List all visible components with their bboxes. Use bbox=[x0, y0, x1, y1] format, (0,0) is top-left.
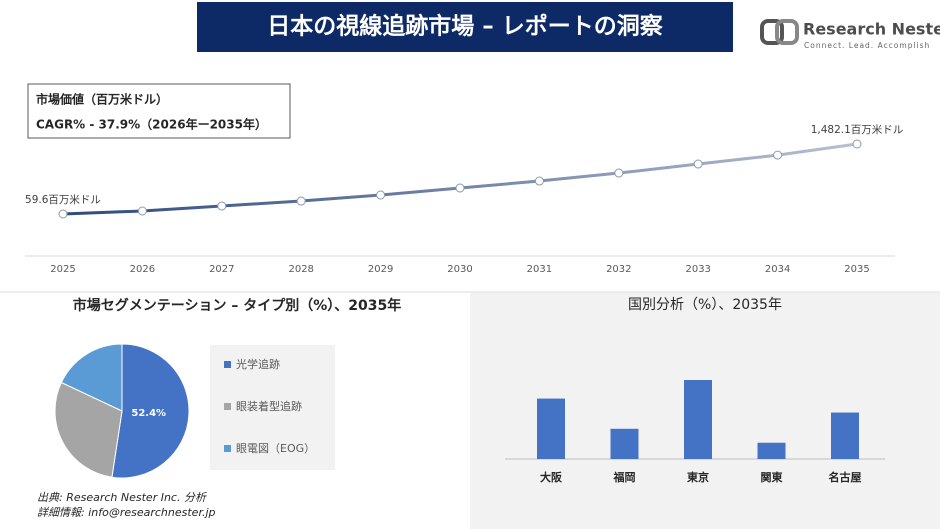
info-box bbox=[27, 83, 291, 139]
data-point bbox=[296, 196, 306, 206]
bar bbox=[684, 380, 712, 459]
x-tick-label: 2033 bbox=[685, 264, 710, 275]
data-label: 52.4% bbox=[131, 408, 166, 419]
x-tick-label: 2028 bbox=[288, 264, 313, 275]
title-banner bbox=[197, 2, 733, 52]
x-tick-label: 2029 bbox=[368, 264, 393, 275]
info-text: 市場価値（百万米ドル） bbox=[36, 92, 168, 107]
logo-icon bbox=[760, 19, 784, 45]
data-point bbox=[376, 190, 386, 200]
data-point bbox=[217, 201, 227, 211]
legend-label: 眼電図（EOG） bbox=[236, 442, 315, 455]
x-tick-label: 東京 bbox=[687, 470, 709, 484]
x-tick-label: 2025 bbox=[50, 264, 75, 275]
legend-swatch bbox=[224, 445, 231, 452]
data-point bbox=[137, 206, 147, 216]
x-tick-label: 2034 bbox=[765, 264, 790, 275]
data-point bbox=[773, 150, 783, 160]
logo-icon bbox=[775, 19, 799, 45]
chart-title: 市場セグメンテーション – タイプ別（%）、2035年 bbox=[73, 297, 401, 314]
data-point bbox=[58, 209, 68, 219]
x-tick-label: 2026 bbox=[130, 264, 155, 275]
bar bbox=[537, 398, 565, 459]
x-tick-label: 関東 bbox=[761, 470, 784, 484]
logo-name: Research Nester bbox=[803, 20, 940, 39]
info-text: CAGR% - 37.9%（2026年ー2035年） bbox=[36, 117, 267, 132]
data-point bbox=[455, 183, 465, 193]
page-title: 日本の視線追跡市場 – レポートの洞察 bbox=[267, 13, 664, 40]
pie-slice bbox=[111, 343, 190, 479]
bar bbox=[831, 412, 859, 459]
x-tick-label: 2030 bbox=[447, 264, 472, 275]
x-tick-label: 福岡 bbox=[613, 470, 636, 484]
source: 出典: Research Nester Inc. 分析 bbox=[37, 491, 208, 504]
legend-label: 眼装着型追跡 bbox=[236, 399, 302, 413]
bar bbox=[757, 442, 786, 459]
pie-slice bbox=[60, 343, 123, 412]
data-point bbox=[614, 168, 624, 178]
legend-label: 光学追跡 bbox=[236, 357, 280, 371]
data-label: 1,482.1百万米ドル bbox=[811, 123, 904, 136]
x-tick-label: 大阪 bbox=[540, 470, 563, 484]
x-tick-label: 名古屋 bbox=[829, 470, 862, 484]
x-tick-label: 2035 bbox=[844, 264, 869, 275]
logo: Research Nester Connect. Lead. Accomplis… bbox=[760, 19, 940, 50]
data-label: 59.6百万米ドル bbox=[25, 193, 101, 206]
legend-swatch bbox=[224, 361, 231, 368]
pie-slice bbox=[54, 381, 123, 478]
data-point bbox=[693, 159, 703, 169]
bar bbox=[610, 428, 639, 459]
x-tick-label: 2032 bbox=[606, 264, 631, 275]
data-point bbox=[534, 176, 544, 186]
data-point bbox=[852, 139, 862, 149]
contact: 詳細情報: info@researchnester.jp bbox=[37, 506, 216, 519]
chart-title: 国別分析（%）、2035年 bbox=[628, 297, 782, 313]
x-tick-label: 2027 bbox=[209, 264, 234, 275]
logo-tagline: Connect. Lead. Accomplish bbox=[804, 41, 930, 50]
x-tick-label: 2031 bbox=[527, 264, 552, 275]
legend-swatch bbox=[224, 403, 231, 410]
